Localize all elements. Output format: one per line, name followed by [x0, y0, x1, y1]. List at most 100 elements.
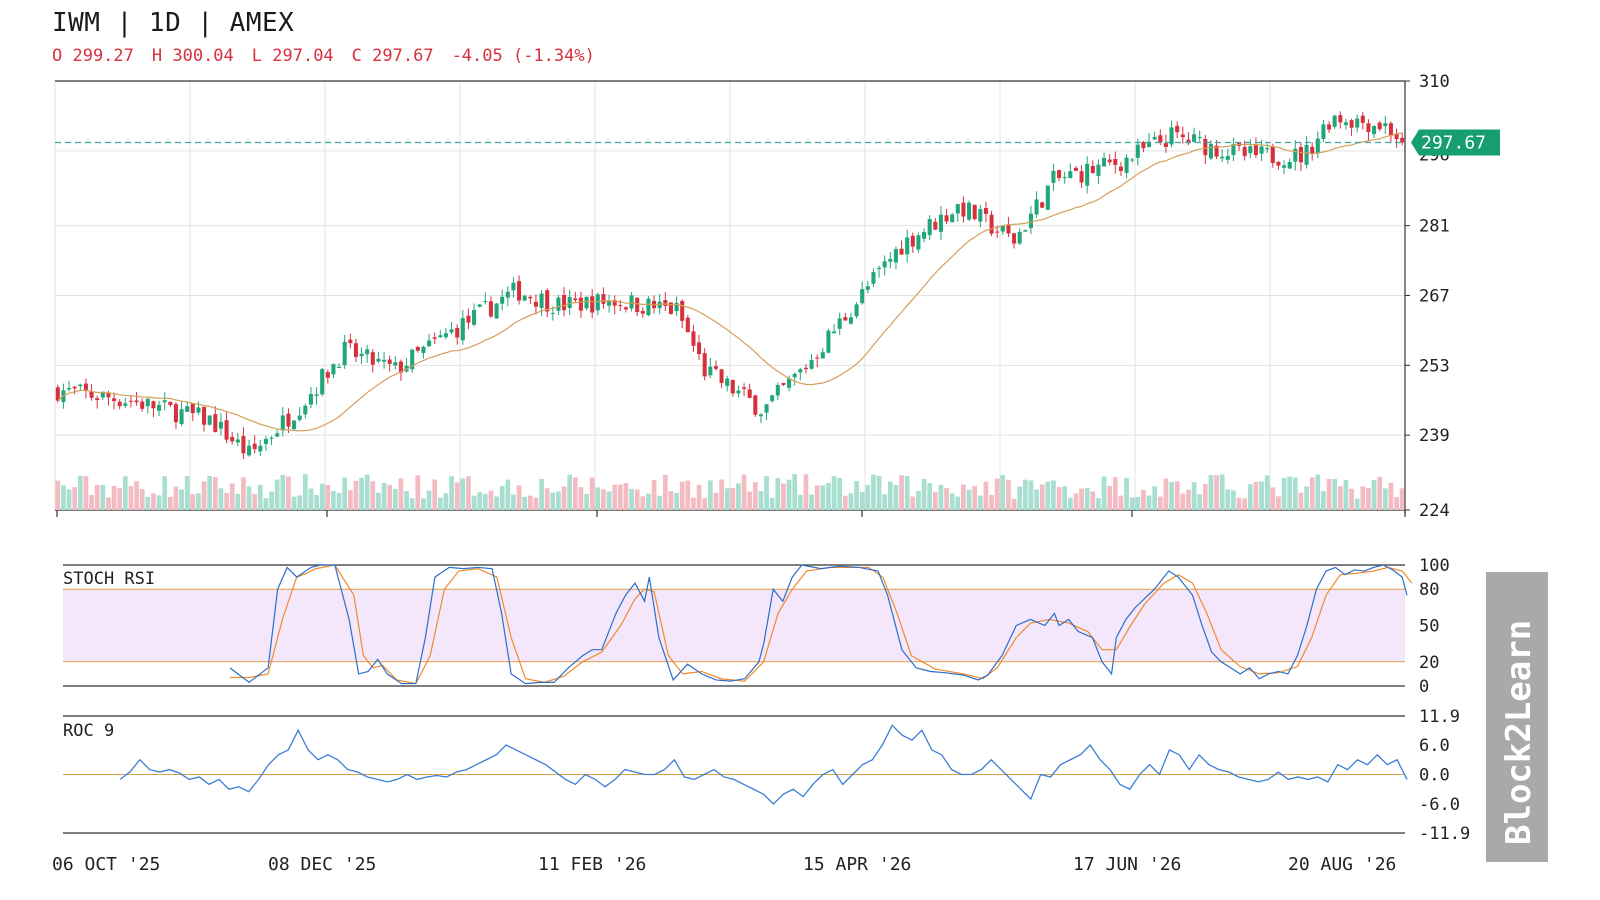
- candle-body: [1349, 120, 1354, 128]
- candle-body: [275, 433, 280, 437]
- candle-body: [359, 353, 364, 357]
- candle-body: [533, 301, 538, 307]
- candle-body: [865, 286, 870, 290]
- candle-body: [517, 281, 522, 301]
- roc-y-tick-label: 6.0: [1419, 736, 1450, 756]
- candle-body: [1006, 224, 1011, 234]
- candle-body: [348, 339, 353, 344]
- volume-bar: [724, 488, 730, 510]
- candle-body: [640, 311, 645, 314]
- candle-body: [213, 414, 218, 433]
- volume-bar: [1236, 497, 1242, 510]
- roc-y-tick-label: 0.0: [1419, 766, 1450, 786]
- candle-body: [820, 352, 825, 359]
- volume-bar: [89, 494, 94, 510]
- price-y-tick-label: 224: [1419, 501, 1450, 521]
- candle-body: [241, 436, 246, 454]
- volume-bar: [1366, 488, 1371, 510]
- roc-y-tick-label: 11.9: [1419, 707, 1460, 727]
- candle-body: [1388, 123, 1393, 136]
- candle-body: [100, 391, 105, 398]
- volume-bar: [989, 495, 994, 510]
- candle-body: [522, 295, 527, 301]
- volume-bar: [1253, 481, 1259, 510]
- volume-bar: [381, 483, 387, 510]
- price-y-tick-label: 267: [1419, 287, 1450, 307]
- roc-title: ROC 9: [63, 721, 114, 741]
- candle-body: [325, 372, 330, 378]
- volume-bar: [167, 496, 173, 510]
- candle-body: [1242, 146, 1247, 157]
- volume-bar: [747, 491, 753, 510]
- candle-body: [1360, 115, 1365, 123]
- candle-body: [308, 393, 313, 405]
- volume-bar: [1112, 477, 1118, 510]
- volume-bar: [977, 495, 983, 510]
- candle-body: [910, 235, 915, 247]
- volume-bar: [527, 495, 533, 510]
- volume-bar: [1067, 497, 1073, 510]
- candle-body: [888, 258, 893, 262]
- volume-bar: [415, 475, 421, 510]
- volume-bar: [1219, 474, 1225, 510]
- volume-bar: [1039, 484, 1045, 510]
- candle-body: [472, 309, 477, 325]
- candle-body: [955, 204, 960, 214]
- candle-body: [1366, 123, 1371, 133]
- volume-bar: [932, 491, 938, 510]
- volume-bar: [831, 476, 837, 510]
- volume-bar: [94, 484, 100, 510]
- volume-bar: [944, 487, 949, 510]
- candle-body: [443, 333, 448, 338]
- candle-body: [1113, 159, 1118, 165]
- volume-bar: [443, 493, 449, 510]
- candle-body: [1214, 145, 1219, 157]
- volume-bar: [516, 485, 522, 510]
- candle-body: [854, 304, 859, 317]
- volume-bar: [854, 481, 859, 510]
- x-axis-tick-label: 11 FEB '26: [538, 854, 646, 875]
- candle-body: [832, 331, 837, 334]
- candle-body: [1147, 141, 1152, 148]
- candle-body: [387, 359, 392, 364]
- volume-bar: [1006, 479, 1011, 510]
- candle-body: [646, 298, 651, 316]
- candle-body: [1051, 170, 1056, 183]
- candle-body: [1169, 127, 1174, 145]
- candle-body: [179, 409, 184, 425]
- volume-bar: [1332, 478, 1338, 510]
- volume-bar: [674, 492, 679, 510]
- candle-body: [393, 362, 398, 366]
- volume-bar: [190, 494, 196, 510]
- stoch-title: STOCH RSI: [63, 569, 155, 589]
- candle-body: [1158, 135, 1163, 143]
- candle-body: [1355, 118, 1360, 128]
- candle-body: [1186, 139, 1191, 144]
- volume-bar: [111, 486, 117, 510]
- candle-body: [1028, 213, 1033, 229]
- volume-bar: [347, 490, 353, 510]
- volume-bar: [1304, 486, 1309, 510]
- volume-bar: [212, 476, 218, 510]
- roc-panel: ROC 9 11.9 6.0 0.0 -6.0 -11.9: [63, 707, 1470, 844]
- volume-bar: [938, 484, 944, 510]
- volume-bar: [471, 495, 477, 510]
- volume-bar: [224, 492, 229, 510]
- candle-body: [1085, 163, 1090, 186]
- candle-body: [983, 208, 988, 214]
- candle-body: [1045, 185, 1050, 210]
- volume-bar: [544, 488, 550, 510]
- volume-bar: [122, 476, 128, 510]
- volume-bar: [1129, 497, 1135, 510]
- candle-body: [1152, 136, 1157, 140]
- candle-body: [218, 421, 223, 429]
- volume-bar: [567, 474, 573, 510]
- volume-bar: [764, 476, 769, 510]
- volume-bar: [421, 498, 426, 510]
- volume-bar: [1394, 497, 1399, 510]
- volume-bar: [426, 490, 432, 510]
- volume-bar: [1382, 488, 1388, 510]
- volume-bar: [1051, 480, 1056, 510]
- candle-body: [882, 261, 887, 268]
- price-y-tick-label: 253: [1419, 356, 1450, 376]
